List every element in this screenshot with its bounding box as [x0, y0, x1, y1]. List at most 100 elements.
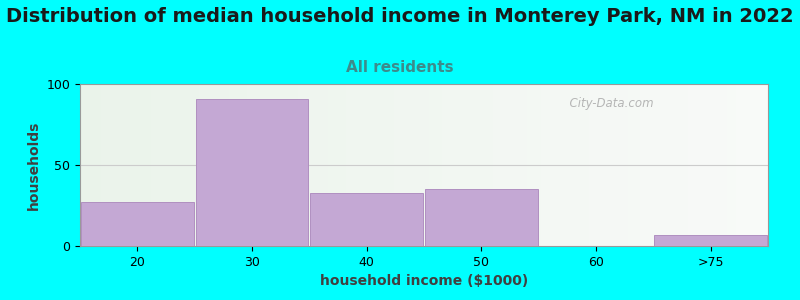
Bar [268, 84, 270, 246]
Bar [520, 84, 522, 246]
Bar [103, 84, 106, 246]
Bar [151, 84, 154, 246]
Bar [635, 84, 638, 246]
Bar [410, 84, 413, 246]
Bar [243, 84, 245, 246]
Bar [218, 84, 220, 246]
Bar [614, 84, 617, 246]
Bar [752, 84, 754, 246]
Bar [596, 84, 598, 246]
Bar [186, 84, 188, 246]
Bar [387, 84, 390, 246]
Bar [112, 84, 114, 246]
Bar [514, 84, 516, 246]
Bar [270, 84, 273, 246]
Bar [617, 84, 619, 246]
Bar [511, 84, 514, 246]
Bar [158, 84, 160, 246]
Bar [674, 84, 676, 246]
Bar [534, 84, 536, 246]
Bar [266, 84, 268, 246]
Bar [394, 84, 397, 246]
Bar [538, 84, 541, 246]
Bar [406, 84, 408, 246]
Bar [106, 84, 107, 246]
Bar [630, 84, 633, 246]
Bar [286, 84, 289, 246]
Bar [390, 84, 392, 246]
Bar [165, 84, 167, 246]
Bar [440, 84, 442, 246]
Bar [323, 84, 326, 246]
Bar [213, 84, 215, 246]
Bar [442, 84, 445, 246]
Bar [601, 84, 603, 246]
Bar [142, 84, 144, 246]
Bar [543, 84, 546, 246]
Bar [633, 84, 635, 246]
Bar [570, 84, 573, 246]
Bar [192, 84, 194, 246]
Bar [573, 84, 575, 246]
Bar [278, 84, 279, 246]
Bar [89, 84, 91, 246]
Bar [506, 84, 509, 246]
Bar [474, 84, 477, 246]
Bar [754, 84, 757, 246]
Bar [167, 84, 170, 246]
Bar [279, 84, 282, 246]
Bar [683, 84, 686, 246]
Text: City-Data.com: City-Data.com [562, 97, 654, 110]
Bar [305, 84, 307, 246]
Bar [284, 84, 286, 246]
Bar [425, 189, 538, 246]
Bar [398, 84, 401, 246]
Bar [353, 84, 355, 246]
Bar [202, 84, 204, 246]
Bar [638, 84, 639, 246]
Bar [482, 84, 484, 246]
Bar [318, 84, 321, 246]
Bar [672, 84, 674, 246]
Bar [154, 84, 156, 246]
Bar [197, 84, 199, 246]
Bar [504, 84, 506, 246]
Bar [307, 84, 310, 246]
Bar [204, 84, 206, 246]
Bar [107, 84, 110, 246]
Bar [130, 84, 133, 246]
Bar [346, 84, 348, 246]
Bar [530, 84, 532, 246]
Bar [699, 84, 702, 246]
Bar [146, 84, 149, 246]
Bar [725, 84, 726, 246]
Bar [688, 84, 690, 246]
Bar [495, 84, 498, 246]
Bar [527, 84, 530, 246]
Bar [644, 84, 646, 246]
Bar [649, 84, 651, 246]
Bar [603, 84, 605, 246]
Bar [722, 84, 725, 246]
Bar [690, 84, 692, 246]
Bar [706, 84, 708, 246]
Bar [435, 84, 438, 246]
Bar [429, 84, 431, 246]
Bar [622, 84, 623, 246]
Bar [433, 84, 435, 246]
Bar [450, 84, 451, 246]
Bar [247, 84, 250, 246]
Bar [463, 84, 466, 246]
Bar [133, 84, 135, 246]
Bar [594, 84, 596, 246]
Bar [332, 84, 334, 246]
Bar [178, 84, 181, 246]
Bar [310, 84, 312, 246]
Bar [734, 84, 736, 246]
Bar [665, 84, 667, 246]
Bar [741, 84, 742, 246]
Bar [626, 84, 628, 246]
Bar [135, 84, 138, 246]
Bar [374, 84, 376, 246]
Bar [138, 84, 140, 246]
